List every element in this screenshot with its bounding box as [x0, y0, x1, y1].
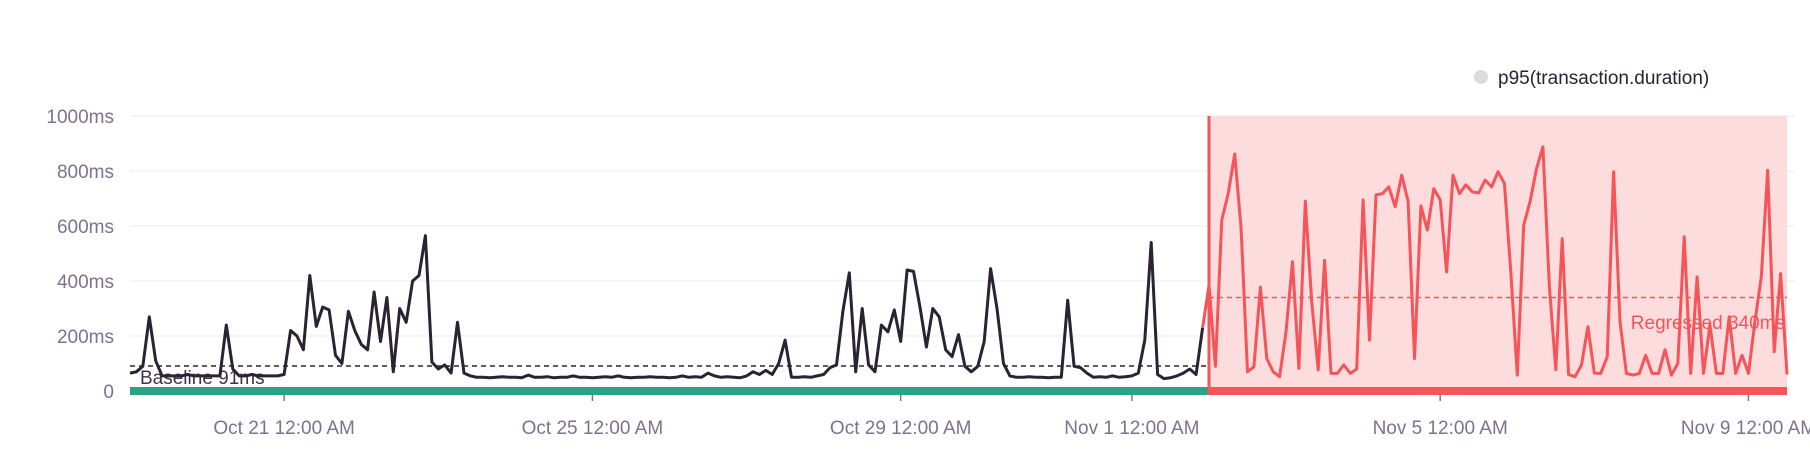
x-axis: Oct 21 12:00 AM Oct 25 12:00 AM Oct 29 12:…	[213, 395, 1810, 439]
y-tick-label: 600ms	[57, 217, 114, 238]
x-tick-label: Oct 29 12:00 AM	[830, 418, 972, 439]
y-tick-label: 200ms	[57, 327, 114, 348]
y-tick-label: 1000ms	[46, 107, 114, 128]
y-axis: 0 200ms 400ms 600ms 800ms 1000ms	[46, 107, 114, 403]
x-tick-label: Oct 21 12:00 AM	[213, 418, 355, 439]
y-tick-label: 400ms	[57, 272, 114, 293]
y-tick-label: 0	[103, 382, 114, 403]
baseline-series-line	[129, 234, 1205, 381]
baseline-bar	[130, 387, 1209, 395]
legend-dot-icon[interactable]	[1474, 70, 1488, 84]
y-tick-label: 800ms	[57, 162, 114, 183]
regression-series-line	[1201, 145, 1789, 379]
regressed-label: Regressed 340ms	[1631, 313, 1785, 334]
legend-label[interactable]: p95(transaction.duration)	[1498, 68, 1709, 89]
baseline-label: Baseline 91ms	[140, 368, 265, 389]
x-tick-label: Nov 1 12:00 AM	[1064, 418, 1199, 439]
regression-area	[1208, 116, 1787, 391]
x-tick-label: Oct 25 12:00 AM	[522, 418, 664, 439]
series-lines	[129, 145, 1789, 381]
x-tick-label: Nov 5 12:00 AM	[1373, 418, 1508, 439]
annotation-labels: Baseline 91ms Regressed 340ms	[140, 313, 1785, 389]
x-tick-label: Nov 9 12:00 AM	[1681, 418, 1810, 439]
regression-bar	[1208, 387, 1787, 395]
legend[interactable]: p95(transaction.duration)	[1474, 68, 1709, 89]
